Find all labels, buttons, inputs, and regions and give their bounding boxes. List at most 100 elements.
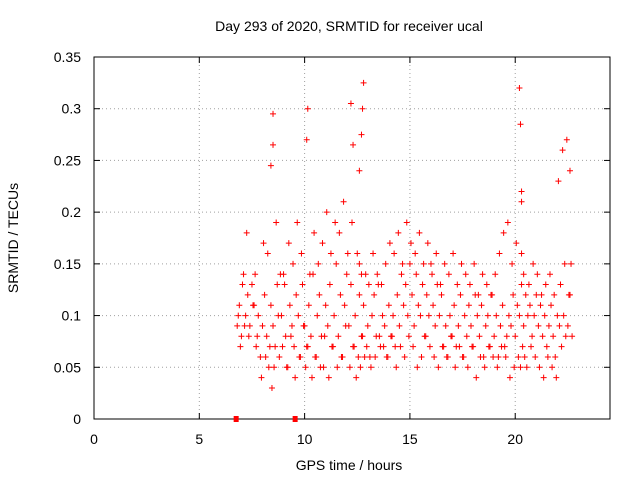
- data-point: [376, 333, 383, 340]
- data-point: [342, 322, 349, 329]
- data-point: [341, 302, 348, 309]
- data-point: [360, 302, 367, 309]
- data-points: [234, 79, 576, 391]
- data-point: [268, 384, 275, 391]
- zero-marker: [233, 416, 239, 422]
- chart-title: Day 293 of 2020, SRMTID for receiver uca…: [215, 18, 483, 34]
- data-point: [304, 105, 311, 112]
- y-tick-label: 0.1: [62, 308, 82, 324]
- data-point: [555, 178, 562, 185]
- data-point: [241, 322, 248, 329]
- data-point: [516, 85, 523, 92]
- data-point: [544, 353, 551, 360]
- data-point: [270, 322, 277, 329]
- data-point: [378, 281, 385, 288]
- data-point: [254, 333, 261, 340]
- data-point: [457, 291, 464, 298]
- data-point: [258, 374, 265, 381]
- data-point: [252, 271, 259, 278]
- data-point: [392, 343, 399, 350]
- data-point: [431, 353, 438, 360]
- data-point: [272, 343, 279, 350]
- data-point: [452, 364, 459, 371]
- data-point: [398, 271, 405, 278]
- data-point: [331, 312, 338, 319]
- data-point: [347, 281, 354, 288]
- data-point: [384, 353, 391, 360]
- data-point: [386, 240, 393, 247]
- y-tick-label: 0.15: [54, 256, 81, 272]
- data-point: [462, 271, 469, 278]
- data-point: [518, 198, 525, 205]
- data-point: [300, 322, 307, 329]
- data-point: [325, 374, 332, 381]
- data-point: [536, 364, 543, 371]
- y-tick-labels: 0 0.05 0.1 0.15 0.2 0.25 0.3 0.35: [54, 49, 81, 427]
- data-point: [496, 250, 503, 257]
- grid-lines: [94, 57, 610, 419]
- data-point: [391, 250, 398, 257]
- data-point: [441, 260, 448, 267]
- data-point: [520, 271, 527, 278]
- y-tick-label: 0.35: [54, 49, 81, 65]
- data-point: [511, 364, 518, 371]
- data-point: [514, 302, 521, 309]
- data-point: [253, 343, 260, 350]
- data-point: [520, 322, 527, 329]
- data-point: [380, 343, 387, 350]
- data-point: [476, 333, 483, 340]
- data-point: [261, 291, 268, 298]
- data-point: [361, 353, 368, 360]
- data-point: [332, 219, 339, 226]
- data-point: [305, 302, 312, 309]
- data-point: [302, 364, 309, 371]
- data-point: [429, 271, 436, 278]
- data-point: [564, 322, 571, 329]
- data-point: [307, 333, 314, 340]
- data-point: [401, 353, 408, 360]
- data-point: [554, 312, 561, 319]
- data-point: [417, 312, 424, 319]
- data-point: [291, 343, 298, 350]
- data-point: [389, 333, 396, 340]
- data-point: [299, 281, 306, 288]
- data-point: [250, 302, 257, 309]
- data-point: [549, 364, 556, 371]
- data-point: [313, 353, 320, 360]
- data-point: [333, 260, 340, 267]
- data-point: [416, 229, 423, 236]
- data-point: [381, 322, 388, 329]
- data-point: [262, 353, 269, 360]
- data-point: [295, 312, 302, 319]
- data-point: [355, 353, 362, 360]
- plot-area-frame: [93, 56, 611, 420]
- data-point: [534, 271, 541, 278]
- data-point: [425, 312, 432, 319]
- data-point: [239, 281, 246, 288]
- data-point: [420, 260, 427, 267]
- data-point: [474, 312, 481, 319]
- data-point: [445, 271, 452, 278]
- data-point: [566, 167, 573, 174]
- data-point: [363, 343, 370, 350]
- data-point: [359, 105, 366, 112]
- data-point: [477, 353, 484, 360]
- x-tick-label: 15: [402, 431, 418, 447]
- data-point: [545, 322, 552, 329]
- data-point: [522, 291, 529, 298]
- data-point: [396, 322, 403, 329]
- data-point: [517, 364, 524, 371]
- data-point: [282, 333, 289, 340]
- data-point: [394, 291, 401, 298]
- data-point: [315, 260, 322, 267]
- data-point: [502, 353, 509, 360]
- data-point: [288, 322, 295, 329]
- data-point: [382, 260, 389, 267]
- data-point: [395, 229, 402, 236]
- data-point: [508, 322, 515, 329]
- data-point: [303, 136, 310, 143]
- data-point: [317, 364, 324, 371]
- data-point: [390, 312, 397, 319]
- data-point: [287, 333, 294, 340]
